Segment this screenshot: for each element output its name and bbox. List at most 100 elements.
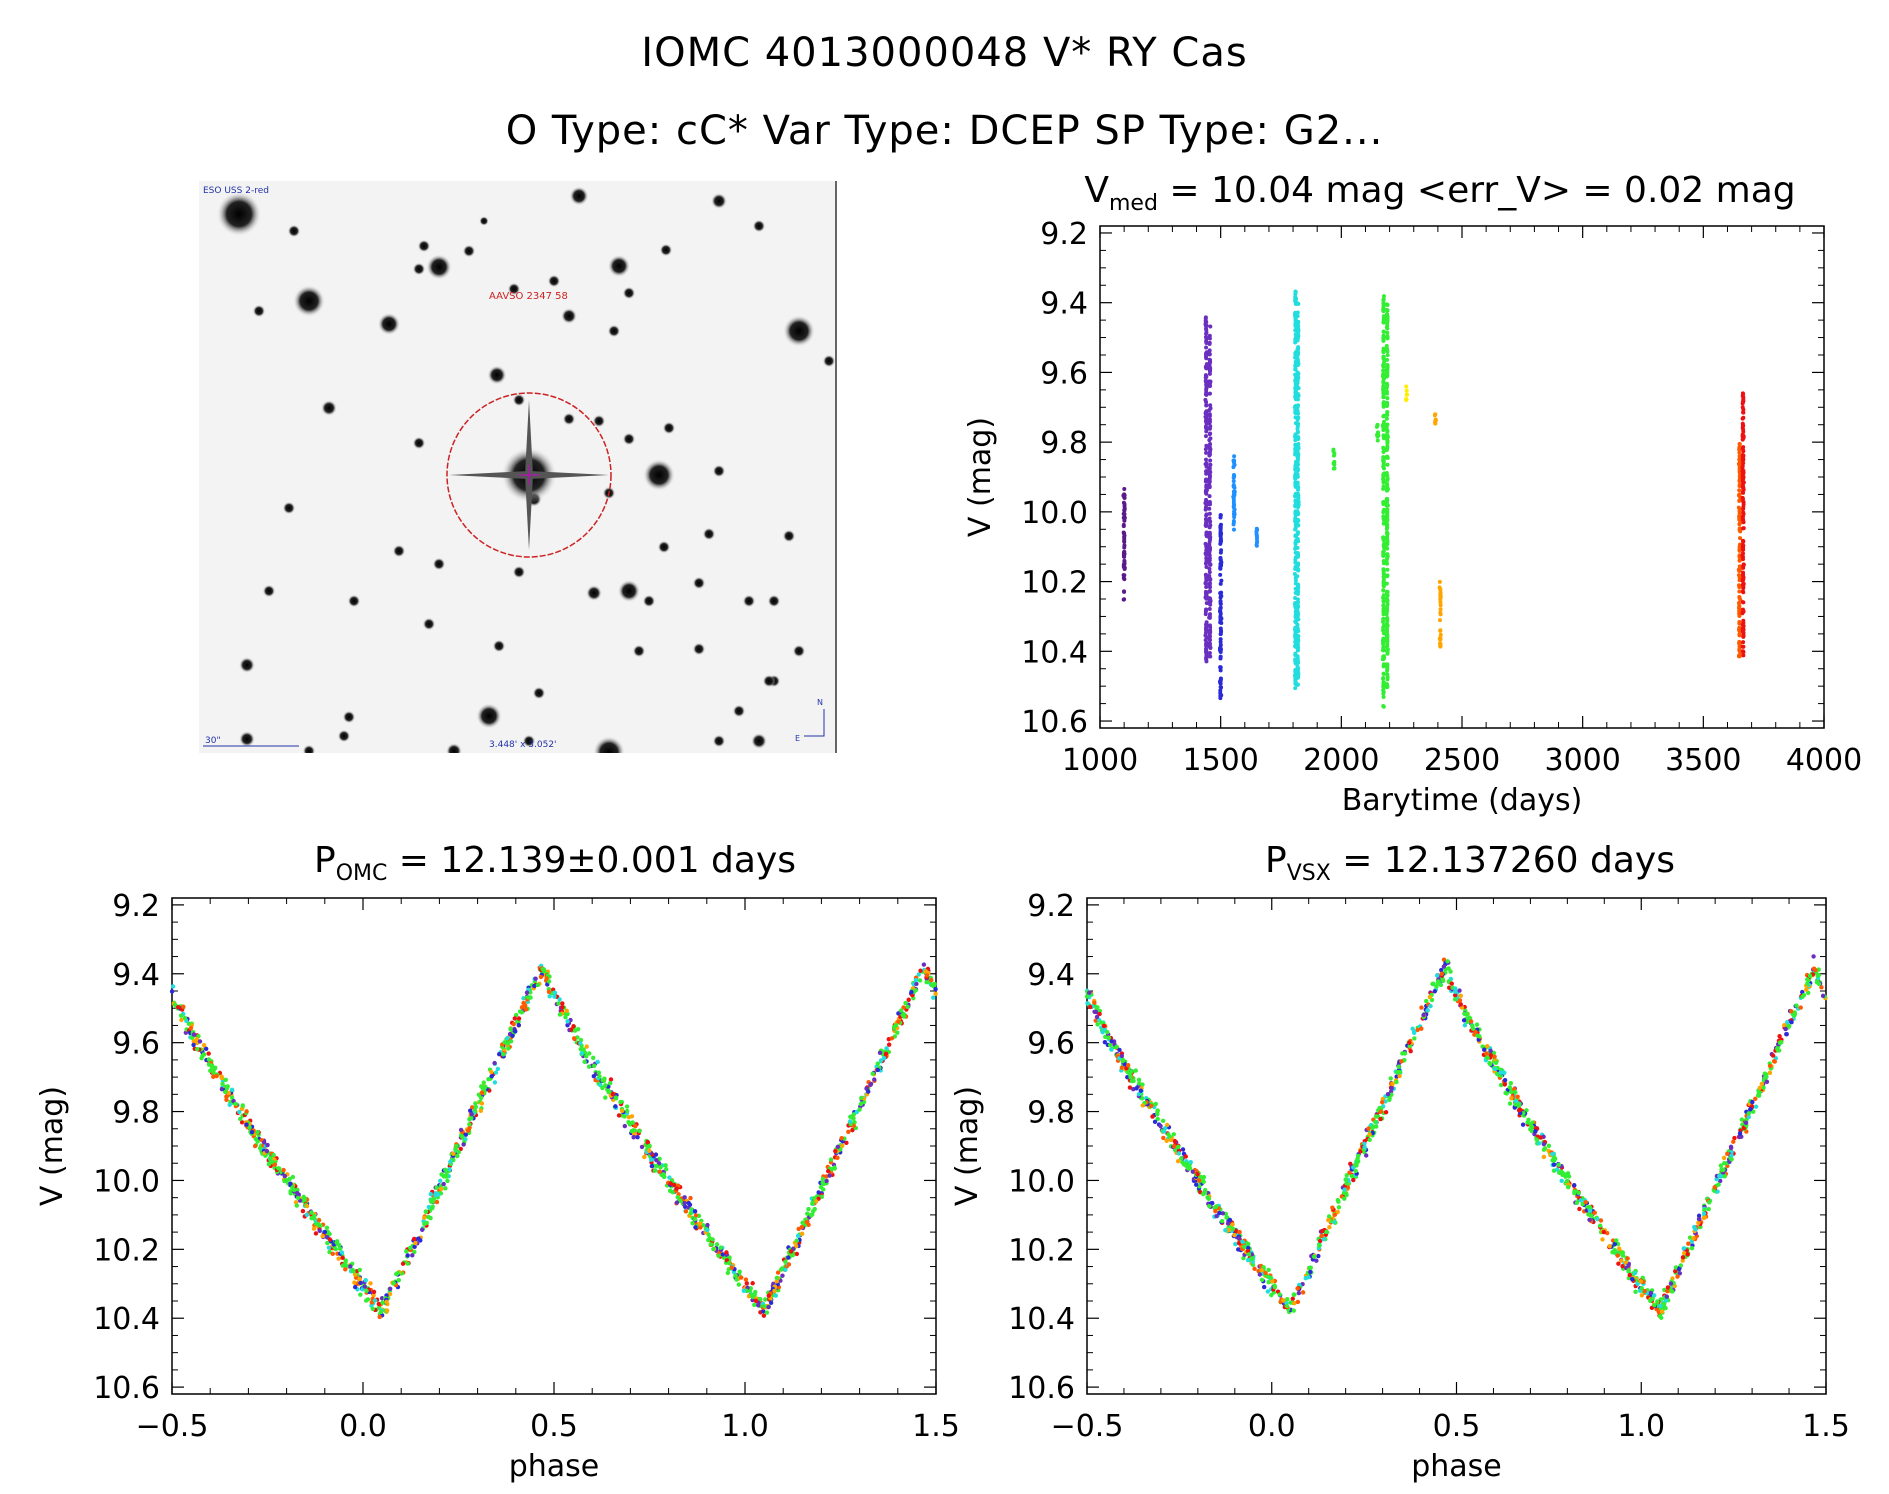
data-point [1633,1289,1638,1295]
data-point [737,1269,742,1274]
data-point [698,1225,703,1230]
star [342,710,356,724]
data-point [489,1069,494,1075]
data-point [1737,548,1742,553]
data-point [1381,521,1386,526]
data-point [1207,562,1212,567]
phase-vsx-title-rest: = 12.137260 days [1330,840,1675,881]
data-point [1484,1051,1489,1056]
data-point [268,1160,273,1165]
data-point [1295,531,1300,536]
data-point [706,1237,711,1243]
data-point [1204,345,1209,350]
data-point [1381,671,1386,676]
data-point [1384,448,1389,453]
star [377,312,401,336]
data-point [1204,421,1209,426]
data-point [799,1231,805,1237]
data-point [1743,1120,1749,1125]
data-point [1231,496,1236,501]
data-point [565,1019,570,1024]
data-point [1296,539,1301,544]
data-point [552,990,558,995]
data-point [1218,647,1223,652]
data-point [481,1080,486,1085]
data-point [1737,585,1742,590]
star [622,286,636,300]
data-point [606,1088,611,1094]
data-point [1231,479,1236,484]
data-point [1231,504,1236,509]
data-point [1385,302,1390,307]
data-point [1722,1160,1727,1166]
data-point [448,1159,453,1164]
data-point [690,1221,695,1226]
data-point [1457,988,1462,993]
data-point [1208,462,1213,467]
data-point [1094,1014,1100,1020]
data-point [261,1140,267,1145]
lightcurve-title-main: V [1084,170,1109,211]
star [762,674,776,688]
star [692,576,706,590]
data-point [557,997,562,1002]
data-point [357,1267,362,1273]
data-point [1737,521,1742,526]
data-point [1384,374,1389,379]
data-point [1675,1274,1680,1279]
data-point [1381,422,1386,427]
data-point [1740,542,1745,547]
data-point [1741,570,1746,575]
data-point [1385,567,1390,572]
data-point [244,1109,249,1114]
data-point [584,1044,589,1049]
data-point [436,1192,441,1197]
data-point [1180,1147,1186,1152]
y-tick-label: 10.6 [1008,1371,1075,1406]
data-point [1541,1141,1547,1147]
data-point [478,1108,483,1114]
data-point [1737,648,1742,653]
star [302,744,316,753]
data-point [1153,1101,1159,1107]
data-point [239,1120,245,1125]
data-point [552,994,557,999]
star [702,527,716,541]
data-point [181,1004,186,1009]
data-point [1207,451,1212,456]
data-point [1381,472,1386,477]
y-tick-label: 9.8 [112,1096,160,1131]
data-point [1424,998,1429,1004]
data-point [799,1224,804,1230]
data-point [1566,1174,1572,1179]
data-point [1382,479,1387,484]
data-point [1706,1206,1711,1212]
data-point [1457,998,1463,1003]
data-point [1295,370,1300,375]
data-point [276,1166,281,1171]
data-point [1541,1154,1547,1160]
star [512,393,526,407]
data-point [647,1148,652,1154]
star [593,736,625,753]
data-point [578,1041,583,1046]
data-point [1741,427,1746,432]
data-point [667,1188,673,1194]
data-point [1691,1235,1696,1241]
data-point [626,1114,632,1120]
data-point [1218,685,1223,690]
data-point [1438,636,1443,641]
data-point [795,1233,801,1239]
data-point [1642,1288,1648,1294]
data-point [788,1249,794,1254]
data-point [1433,421,1438,426]
data-point [1396,1064,1401,1069]
star [586,585,602,601]
data-point [431,1196,437,1202]
data-point [505,1035,510,1041]
data-point [1741,653,1746,658]
data-point [434,1185,439,1190]
data-point [1627,1272,1632,1278]
data-point [516,1016,522,1021]
data-point [1528,1127,1533,1132]
